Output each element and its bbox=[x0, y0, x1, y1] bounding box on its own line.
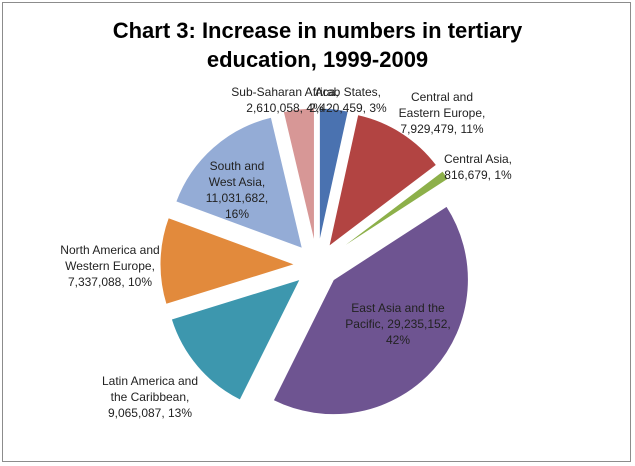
pie-slices bbox=[159, 107, 469, 416]
slice-labels: Arab States, 2,420,459, 3% Central and East… bbox=[60, 85, 512, 420]
slice-label-line: South and bbox=[210, 159, 265, 173]
slice-label-sub-saharan-africa: Sub-Saharan Africa, 2,610,058, 4% bbox=[231, 85, 338, 115]
slice-label-line: 2,420,459, 3% bbox=[309, 101, 387, 115]
pie-slice-north-america-and-western-europe bbox=[159, 216, 297, 305]
chart-title-line-1: Chart 3: Increase in numbers in tertiary bbox=[112, 18, 523, 43]
slice-label-line: Latin America and bbox=[102, 374, 198, 388]
slice-label-line: Central and bbox=[411, 90, 473, 104]
chart-title: Chart 3: Increase in numbers in tertiary… bbox=[0, 16, 635, 74]
slice-label-arab-states: Arab States, 2,420,459, 3% bbox=[309, 85, 387, 115]
slice-label-line: West Asia, bbox=[209, 175, 265, 189]
pie-slice-sub-saharan-africa bbox=[282, 107, 315, 244]
pie-slice-central-asia bbox=[334, 170, 450, 253]
pie-slice-arab-states bbox=[318, 107, 349, 244]
slice-label-line: Eastern Europe, bbox=[399, 106, 486, 120]
slice-label-central-asia: Central Asia, 816,679, 1% bbox=[444, 152, 512, 182]
slice-label-latin-america-and-the-caribbean: Latin America and the Caribbean, 9,065,087… bbox=[102, 374, 198, 420]
slice-label-line: 7,337,088, 10% bbox=[68, 275, 152, 289]
slice-label-line: 7,929,479, 11% bbox=[400, 122, 484, 136]
slice-label-line: Pacific, 29,235,152, bbox=[345, 317, 450, 331]
pie-slice-east-asia-and-the-pacific bbox=[272, 205, 469, 416]
slice-label-line: 9,065,087, 13% bbox=[108, 406, 192, 420]
slice-label-line: Western Europe, bbox=[65, 259, 155, 273]
slice-label-line: East Asia and the bbox=[351, 301, 445, 315]
slice-label-south-and-west-asia: South and West Asia, 11,031,682, 16% bbox=[206, 159, 269, 221]
slice-label-central-and-eastern-europe: Central and Eastern Europe, 7,929,479, 11% bbox=[399, 90, 486, 136]
slice-label-line: 42% bbox=[386, 333, 410, 347]
slice-label-line: 2,610,058, 4% bbox=[246, 101, 324, 115]
pie-slice-central-and-eastern-europe bbox=[328, 114, 438, 248]
pie-slice-latin-america-and-the-caribbean bbox=[170, 278, 302, 401]
slice-label-north-america-and-western-europe: North America and Western Europe, 7,337,08… bbox=[60, 243, 159, 289]
slice-label-line: Sub-Saharan Africa, bbox=[231, 85, 338, 99]
slice-label-line: 11,031,682, bbox=[206, 191, 269, 205]
slice-label-line: 816,679, 1% bbox=[444, 168, 512, 182]
pie-slice-south-and-west-asia bbox=[175, 116, 304, 250]
slice-label-line: Arab States, bbox=[315, 85, 381, 99]
slice-label-east-asia-and-the-pacific: East Asia and the Pacific, 29,235,152, 42% bbox=[345, 301, 450, 347]
slice-label-line: North America and bbox=[60, 243, 159, 257]
chart-title-line-2: education, 1999-2009 bbox=[206, 47, 429, 72]
slice-label-line: 16% bbox=[225, 207, 249, 221]
slice-label-line: Central Asia, bbox=[444, 152, 512, 166]
slice-label-line: the Caribbean, bbox=[111, 390, 190, 404]
